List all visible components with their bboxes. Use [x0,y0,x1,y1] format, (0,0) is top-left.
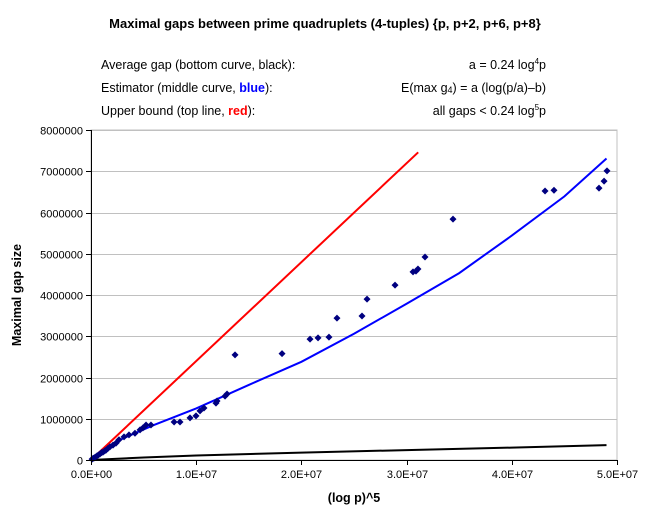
x-tick-label: 3.0E+07 [387,469,428,481]
legend-estimator-text-end: ): [264,81,273,95]
y-tick-label: 7000000 [40,167,83,179]
data-point [358,312,366,320]
formula-text: ) = a (log(p/a)–b) [452,81,546,95]
formula-text: p [539,104,546,118]
legend-average-formula: a = 0.24 log4p [468,57,546,73]
data-point [306,335,314,343]
data-point [278,350,286,358]
data-point [600,177,608,185]
data-point [231,351,239,359]
legend-average-label: Average gap (bottom curve, black): [101,58,295,72]
data-points [88,167,611,463]
average-gap-line [90,444,607,461]
formula-exponent: 5 [534,103,540,112]
data-point [213,397,221,405]
upper-bound-line [90,151,419,461]
y-axis-title: Maximal gap size [10,244,24,346]
y-tick-label: 0 [77,456,83,468]
data-point [550,186,558,194]
y-tick-label: 6000000 [40,209,83,221]
data-point [115,436,123,444]
data-point [363,295,371,303]
tick-labels: 0 1000000 2000000 3000000 4000000 5000000 6000… [40,126,638,482]
data-point [325,333,333,341]
data-point [449,215,457,223]
data-point [333,314,341,322]
formula-exponent: 4 [534,57,540,66]
formula-text: p [539,58,546,72]
data-point [595,184,603,192]
data-point [541,187,549,195]
legend-upper-text-end: ): [247,104,256,118]
data-point [414,265,422,273]
x-tick-label: 2.0E+07 [281,469,322,481]
legend-average-text: Average gap (bottom curve, black): [101,58,296,72]
y-tick-label: 5000000 [40,250,83,262]
legend-estimator-text: Estimator (middle curve, [101,81,240,95]
legend-blue-word: blue [239,81,265,95]
axes [86,130,618,465]
x-tick-label: 5.0E+07 [597,469,638,481]
y-tick-label: 3000000 [40,332,83,344]
legend-upper-label: Upper bound (top line, red): [101,104,255,118]
y-tick-label: 2000000 [40,374,83,386]
data-point [421,253,429,261]
data-point [603,167,611,175]
y-tick-label: 4000000 [40,291,83,303]
data-point [314,334,322,342]
legend-upper-formula: all gaps < 0.24 log5p [432,103,546,119]
data-point [192,412,200,420]
y-tick-label: 1000000 [40,415,83,427]
formula-text: all gaps < 0.24 log [432,104,535,118]
data-point [200,404,208,412]
data-point [176,418,184,426]
data-point [142,421,150,429]
series-lines [90,151,608,461]
x-tick-label: 4.0E+07 [492,469,533,481]
data-point [120,433,128,441]
legend-red-word: red [228,104,248,118]
formula-text: a = 0.24 log [468,58,535,72]
estimator-line [90,157,608,461]
data-point [147,421,155,429]
legend-estimator-formula: E(max g4) = a (log(p/a)–b) [401,81,546,95]
x-tick-label: 1.0E+07 [176,469,217,481]
data-point [170,418,178,426]
data-point [125,431,133,439]
legend-estimator-label: Estimator (middle curve, blue): [101,81,273,95]
x-tick-label: 0.0E+00 [71,469,112,481]
formula-subscript: 4 [447,85,453,95]
legend-upper-text: Upper bound (top line, [101,104,229,118]
data-point [223,390,231,398]
x-axis-title: (log p)^5 [328,491,380,505]
data-point [186,414,194,422]
data-point [391,281,399,289]
gridlines [91,130,617,420]
formula-text: E(max g [400,81,448,95]
data-point [131,429,139,437]
chart-title: Maximal gaps between prime quadruplets (… [109,16,541,31]
y-tick-label: 8000000 [40,126,83,138]
